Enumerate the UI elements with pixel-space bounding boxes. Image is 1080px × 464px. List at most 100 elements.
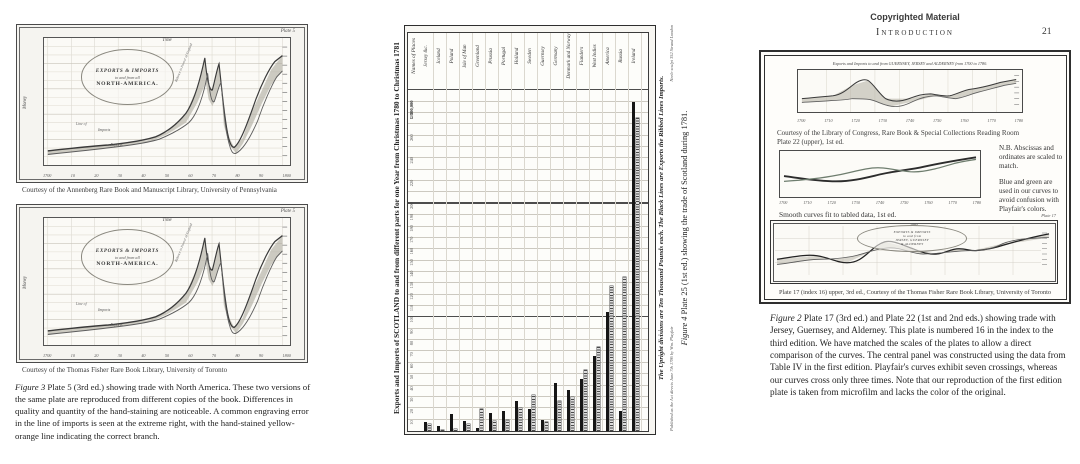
note-blue-green: Blue and green are used in our curves to…: [999, 177, 1059, 213]
year-tick-label: 1770: [948, 200, 957, 205]
figure3-caption: Figure 3 Plate 5 (3rd ed.) showing trade…: [15, 381, 317, 442]
year-tick-label: 40: [141, 173, 146, 178]
scale-tick-label: 110: [409, 304, 414, 312]
exports-bar: [553, 383, 557, 431]
exports-bar: [566, 390, 570, 431]
cartouche-line: EXPORTS & IMPORTS: [95, 247, 160, 254]
smooth-curves-year-axis: 1700 1710 1720 1730 1740 1750 1760 1770 1780: [779, 200, 981, 205]
plate17-chart: Time EXPORTS & IMPORTS to and from JERSE…: [770, 220, 1058, 284]
publisher-line: Published as the Act directs June 7th 17…: [669, 326, 674, 431]
country-row: Sweden: [525, 33, 538, 431]
scale-tick-label: 150: [409, 259, 414, 266]
exports-bar: [449, 414, 453, 431]
smooth-curves-frame: [779, 150, 981, 198]
place-name-label: America: [605, 47, 612, 65]
cartouche-line: NORTH-AMERICA.: [96, 260, 159, 267]
year-tick-label: 1730: [878, 118, 887, 123]
bar-group: [447, 79, 459, 431]
page-number: 21: [1042, 27, 1052, 37]
scotland-bar-rows: Jersey &c. Iceland Poland Isle of Man Greenl…: [421, 33, 642, 431]
country-row: Germany: [551, 33, 564, 431]
cartouche-line: to and from all: [114, 254, 140, 260]
country-row: Portugal: [499, 33, 512, 431]
courtesy-line-fisher: Courtesy of the Thomas Fisher Rare Book …: [22, 366, 228, 374]
country-row: Greenland: [473, 33, 486, 431]
plate22-exports-line: [801, 82, 1017, 107]
year-tick-label: 90: [258, 173, 264, 178]
year-tick-label: 40: [141, 353, 146, 358]
country-row: America: [603, 33, 616, 431]
figure2-caption: Figure 2 Plate 17 (3rd ed.) and Plate 22…: [770, 312, 1066, 398]
scale-tick-label: 140: [409, 270, 414, 277]
scale-tick-label: 130: [409, 281, 414, 289]
year-tick-label: 1750: [933, 118, 942, 123]
year-tick-label: 70: [211, 173, 217, 178]
place-name-label: Holland: [514, 47, 521, 65]
bar-group: [538, 79, 550, 431]
plate22-courtesy-line1: Courtesy of the Library of Congress, Rar…: [777, 129, 1020, 137]
bar-group: [512, 79, 524, 431]
copyrighted-material-header: Copyrighted Material: [870, 12, 960, 22]
exports-bar: [605, 311, 609, 431]
plate17-cartouche: EXPORTS & IMPORTS to and from JERSEY, GU…: [856, 225, 968, 253]
scale-tick-label: 80: [409, 340, 414, 346]
imports-bar: [532, 394, 536, 431]
line-of-label: Line of: [75, 121, 87, 126]
exports-bar: [462, 420, 466, 431]
north-america-cartouche: EXPORTS & IMPORTS to and from all NORTH-…: [80, 229, 174, 285]
scale-tick-label: 60: [409, 363, 414, 368]
year-tick-label: 1700: [43, 173, 52, 178]
cartouche-line: to and from all: [114, 74, 140, 80]
imports-curve-label: Imports: [98, 128, 111, 133]
plate5-scan-bottom: Plate 5 Time EXPORTS & IMPORTS to and fr…: [16, 204, 308, 363]
cartouche-line: NORTH-AMERICA.: [96, 80, 159, 87]
bar-group: [421, 79, 433, 431]
imports-bar: [454, 428, 458, 431]
country-row: Prussia: [486, 33, 499, 431]
cartouche-line: JERSEY, GUERNSEY: [895, 237, 929, 242]
plate17-caption: Plate 17 (index 16) upper, 3rd ed., Cour…: [778, 289, 1051, 296]
exports-bar: [618, 410, 622, 431]
imports-bar: [493, 420, 497, 431]
bar-group: [473, 79, 485, 431]
figure4-label: Figure 4: [680, 316, 689, 346]
country-row: Guernsey: [538, 33, 551, 431]
year-tick-label: 1760: [960, 118, 969, 123]
time-axis-label: Time: [162, 38, 172, 43]
rotated-scotland-plate: Exports and Imports of SCOTLAND to and f…: [392, 13, 692, 443]
figure4-caption: Figure 4 Plate 25 (1st ed.) showing the …: [679, 13, 691, 443]
country-row: Russia: [616, 33, 629, 431]
place-name-label: Russia: [618, 49, 625, 63]
year-tick-label: 50: [164, 173, 170, 178]
year-tick-label: 30: [117, 353, 122, 358]
place-name-label: Iceland: [436, 48, 443, 64]
year-tick-label: 1710: [803, 200, 812, 205]
exports-curve-label: Exports: [110, 323, 123, 328]
exports-bar: [423, 421, 427, 431]
year-tick-label: 80: [235, 353, 240, 358]
names-of-places-header: Names of Places: [411, 38, 417, 74]
country-row: Flanders: [577, 33, 590, 431]
year-tick-label: 1770: [987, 118, 996, 123]
bar-group: [499, 79, 511, 431]
plate17-corner-label: Plate 17: [1041, 213, 1056, 218]
scale-tick-label: 90: [409, 329, 414, 334]
imports-bar: [558, 401, 562, 431]
year-tick-label: 80: [235, 173, 240, 178]
cartouche-line: & ALDERNEY: [900, 241, 924, 246]
year-axis: 1700 10 20 30 40 50 60 70 80 90 1800: [43, 353, 291, 358]
money-axis-label: Money: [23, 276, 29, 290]
figure3-label: Figure 3: [15, 382, 46, 392]
country-row: Holland: [512, 33, 525, 431]
country-row: Jersey &c.: [421, 33, 434, 431]
plate-number-label: Plate 5: [280, 209, 295, 214]
year-tick-label: 60: [188, 173, 193, 178]
plate22-courtesy: Courtesy of the Library of Congress, Rar…: [777, 129, 1061, 147]
year-tick-label: 1780: [1014, 118, 1023, 123]
scale-tick-label: 240: [409, 157, 414, 164]
plate22-imports-line: [801, 79, 1017, 102]
year-tick-label: 1710: [824, 118, 833, 123]
bar-group: [603, 79, 615, 431]
year-tick-label: 20: [94, 173, 99, 178]
place-name-label: Sweden: [527, 48, 534, 64]
